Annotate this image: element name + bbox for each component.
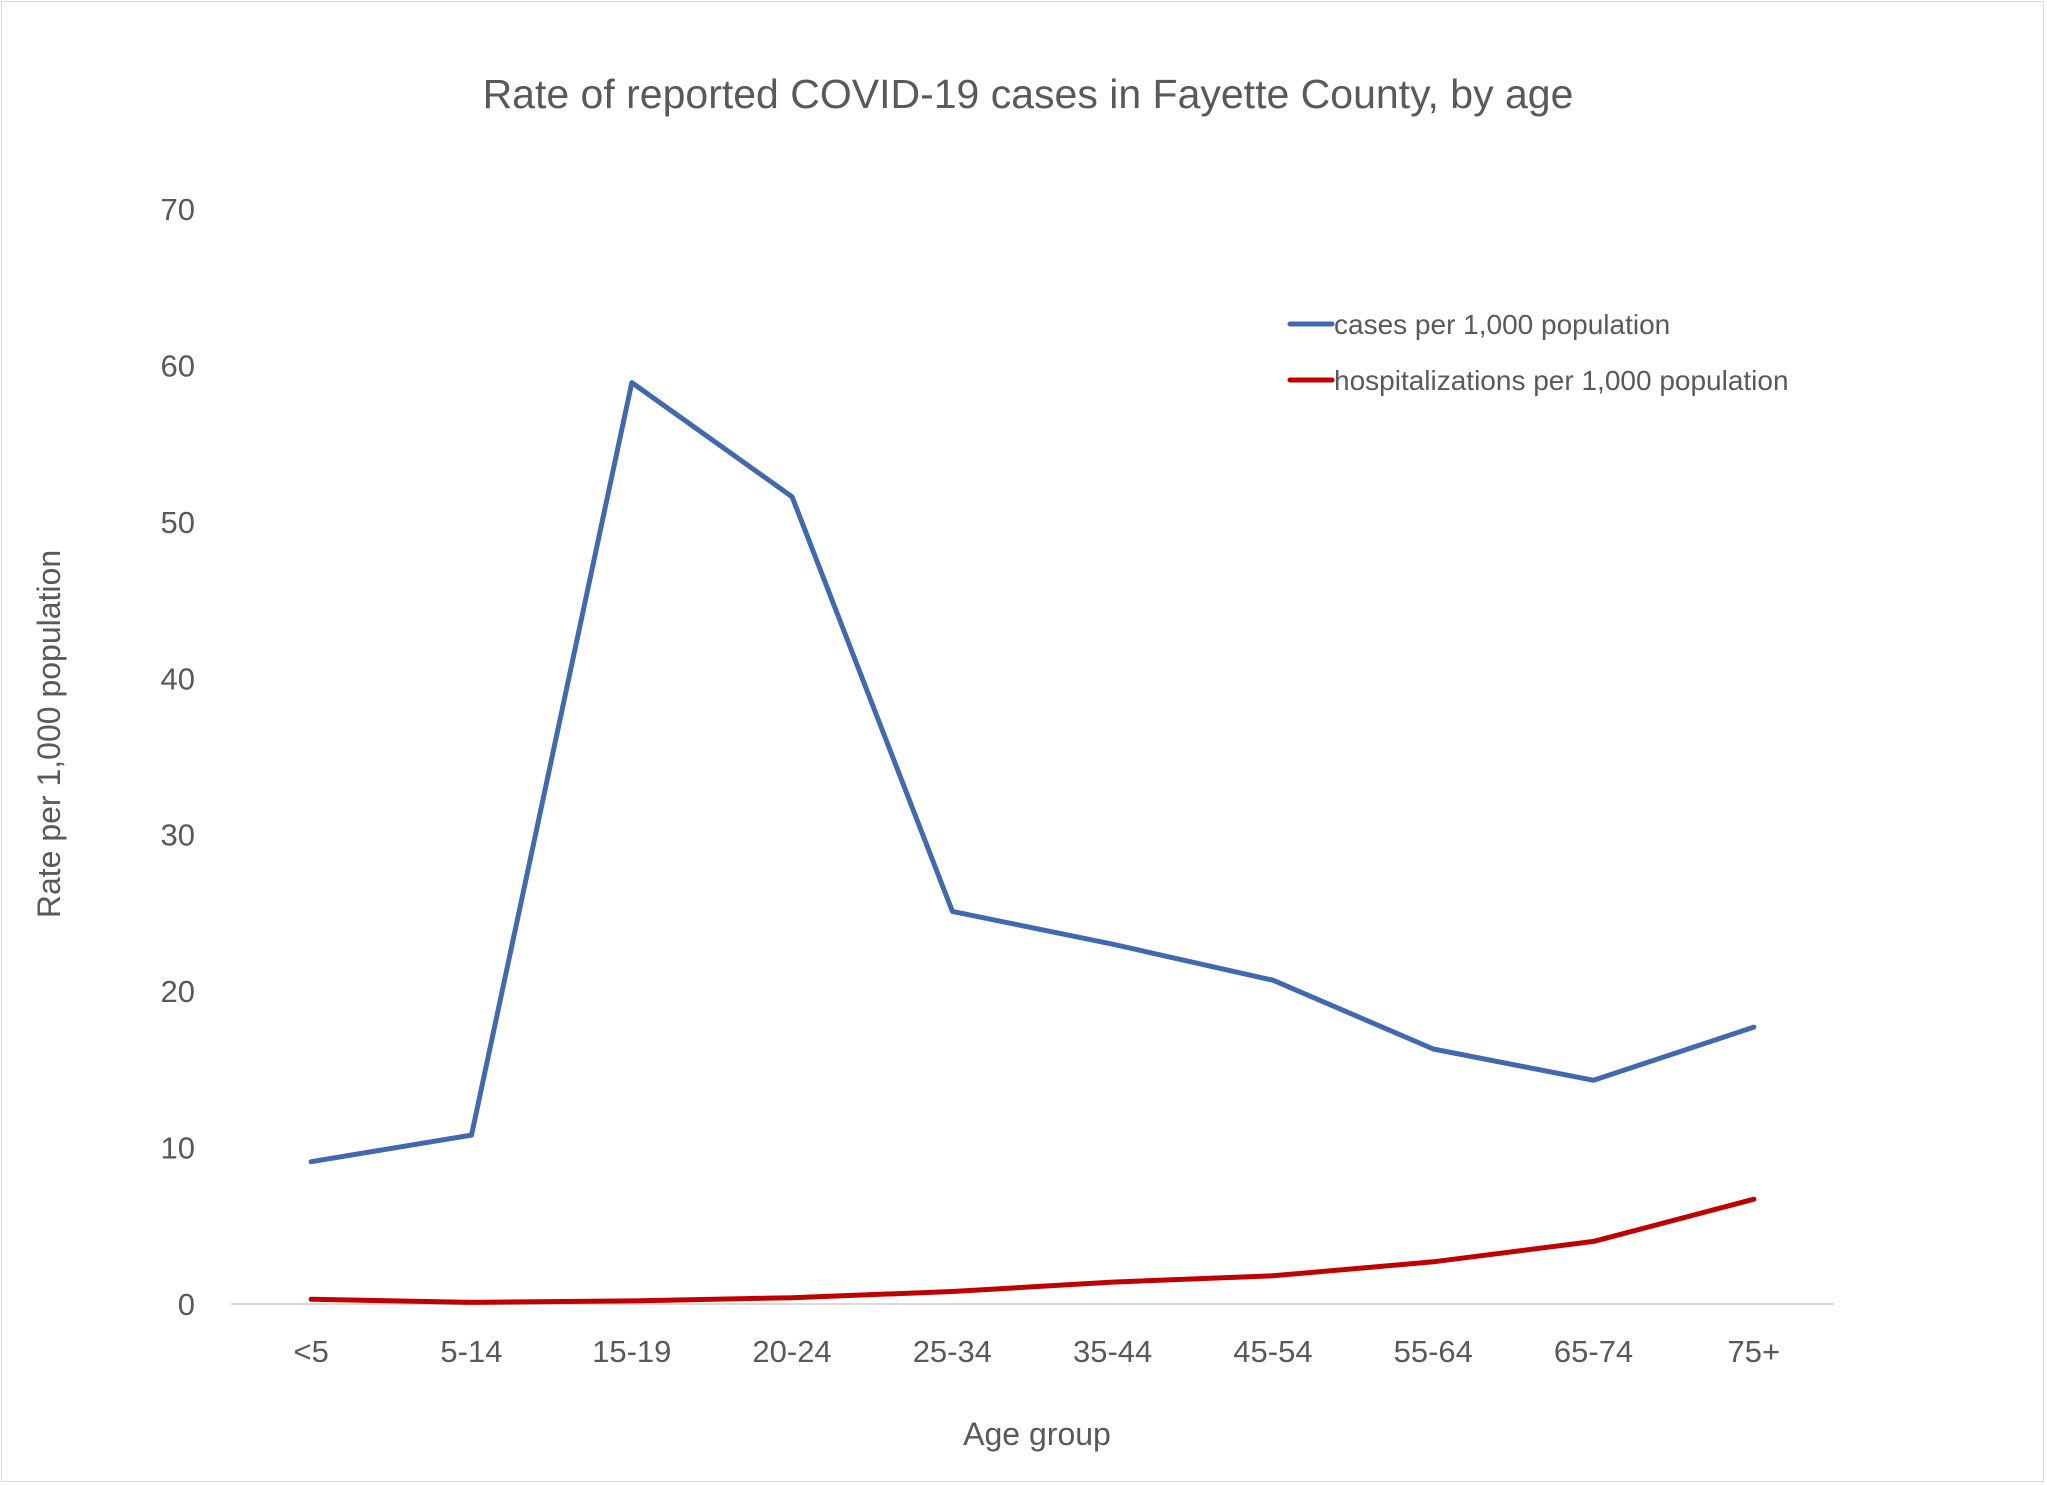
y-tick-label: 60: [161, 348, 195, 383]
y-tick-label: 50: [161, 505, 195, 540]
x-tick-label: <5: [293, 1334, 328, 1369]
x-tick-label: 35-44: [1073, 1334, 1152, 1369]
y-axis-title: Rate per 1,000 population: [31, 550, 67, 918]
y-axis-ticks: 0 10 20 30 40 50 60 70: [161, 192, 195, 1322]
x-tick-label: 65-74: [1554, 1334, 1633, 1369]
x-tick-label: 20-24: [752, 1334, 831, 1369]
x-tick-label: 55-64: [1394, 1334, 1473, 1369]
x-tick-label: 75+: [1728, 1334, 1781, 1369]
y-tick-label: 0: [178, 1287, 195, 1322]
x-tick-label: 5-14: [440, 1334, 502, 1369]
legend-label: hospitalizations per 1,000 population: [1334, 365, 1789, 396]
legend-label: cases per 1,000 population: [1334, 309, 1670, 340]
x-tick-label: 45-54: [1233, 1334, 1312, 1369]
x-axis-title: Age group: [963, 1416, 1111, 1452]
y-tick-label: 70: [161, 192, 195, 227]
series-line-hospitalizations: [308, 1196, 1757, 1305]
y-tick-label: 30: [161, 818, 195, 853]
x-tick-label: 15-19: [592, 1334, 671, 1369]
x-axis-ticks: <5 5-14 15-19 20-24 25-34 35-44 45-54 55-64 65-7…: [293, 1334, 1780, 1369]
y-tick-label: 40: [161, 661, 195, 696]
x-tick-label: 25-34: [913, 1334, 992, 1369]
y-tick-label: 20: [161, 974, 195, 1009]
series-layer: [308, 380, 1757, 1305]
y-tick-label: 10: [161, 1131, 195, 1166]
legend: cases per 1,000 population hospitalizatio…: [1287, 309, 1789, 396]
chart-title: Rate of reported COVID-19 cases in Fayet…: [483, 71, 1574, 117]
series-line-cases: [308, 380, 1757, 1165]
